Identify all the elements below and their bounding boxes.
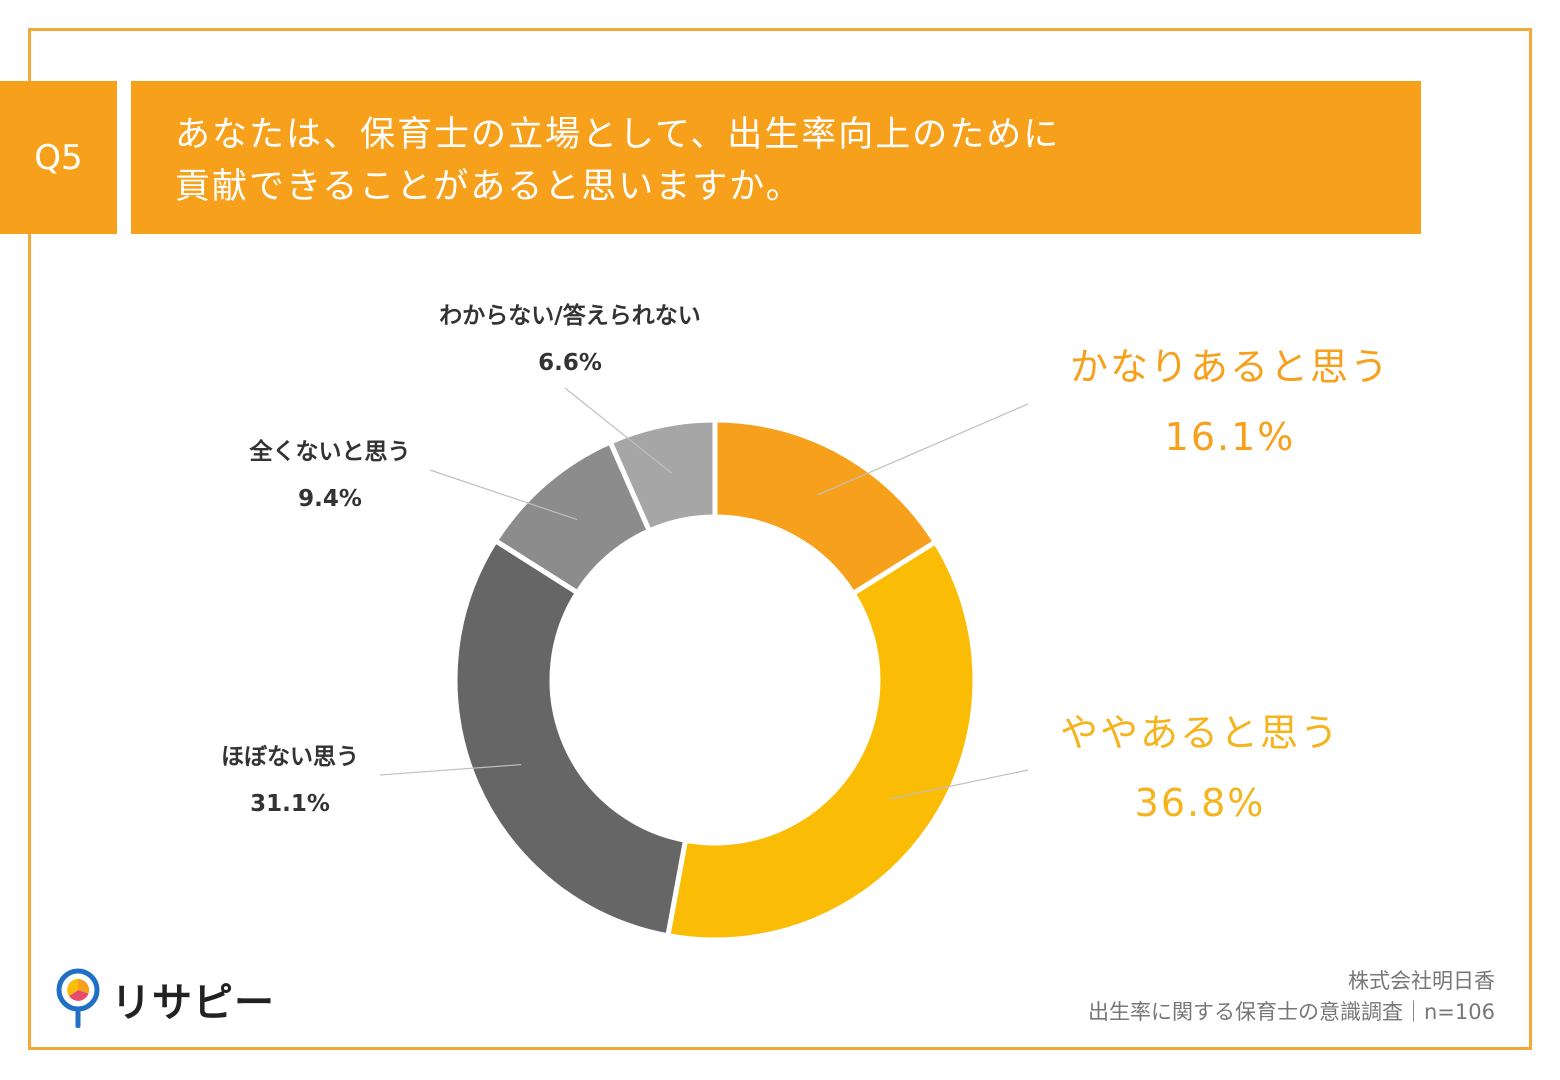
slice-wakaranai — [606, 417, 718, 535]
slice-label-hobonai: ほぼない思う 31.1% — [170, 737, 410, 817]
slide-frame — [28, 28, 1532, 1050]
slice-label-mattaku-value: 9.4% — [298, 486, 362, 512]
slice-label-yaya-value: 36.8% — [1134, 781, 1266, 825]
slice-label-wakaranai: わからない/答えられない 6.6% — [405, 296, 735, 376]
slice-label-wakaranai-name: わからない/答えられない — [439, 303, 701, 329]
slice-label-kanari-name: かなりあると思う — [1069, 345, 1390, 389]
question-title-line-2: 貢献できることがあると思いますか。 — [175, 167, 803, 207]
question-number-badge: Q5 — [0, 81, 117, 234]
slice-label-hobonai-value: 31.1% — [250, 791, 330, 817]
slice-label-yaya-name: ややあると思う — [1059, 711, 1340, 755]
slice-label-kanari: かなりあると思う 16.1% — [1030, 336, 1430, 459]
slice-label-yaya: ややあると思う 36.8% — [1010, 702, 1390, 825]
question-title: あなたは、保育士の立場として、出生率向上のために 貢献できることがあると思います… — [131, 81, 1421, 234]
slice-yaya — [664, 538, 978, 943]
slice-hobonai — [452, 537, 689, 939]
leader-line-hobonai — [379, 764, 522, 776]
leader-line-yaya — [889, 769, 1029, 800]
question-title-line-1: あなたは、保育士の立場として、出生率向上のために — [175, 115, 1061, 155]
slice-label-wakaranai-value: 6.6% — [538, 350, 602, 376]
source-credit: 株式会社明日香 出生率に関する保育士の意識調査｜n=106 — [1088, 966, 1495, 1028]
brand-logo: リサピー — [55, 968, 275, 1030]
slice-label-kanari-value: 16.1% — [1164, 415, 1296, 459]
leader-line-wakaranai — [564, 387, 672, 474]
brand-logo-text: リサピー — [111, 980, 275, 1026]
leader-line-mattaku — [429, 469, 578, 521]
leader-line-kanari — [817, 403, 1029, 496]
slice-label-mattaku-name: 全くないと思う — [249, 439, 411, 465]
credit-company: 株式会社明日香 — [1348, 969, 1495, 993]
slice-label-mattaku: 全くないと思う 9.4% — [200, 432, 460, 512]
credit-survey: 出生率に関する保育士の意識調査｜n=106 — [1088, 1000, 1495, 1024]
map-pin-pie-icon — [56, 968, 100, 1028]
slice-label-hobonai-name: ほぼない思う — [221, 744, 359, 770]
